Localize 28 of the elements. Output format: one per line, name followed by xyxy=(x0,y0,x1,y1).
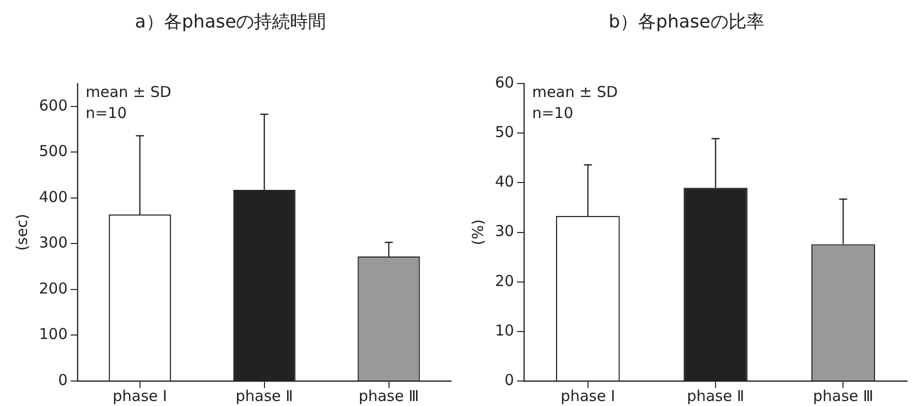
x-tick-label: phase Ⅰ xyxy=(112,386,168,405)
y-tick-label: 0 xyxy=(504,370,514,389)
y-tick-label: 10 xyxy=(494,321,514,340)
y-tick-label: 60 xyxy=(494,73,514,92)
y-tick-label: 600 xyxy=(38,96,68,114)
y-tick-label: 200 xyxy=(38,279,68,298)
annotation: n=10 xyxy=(86,104,127,122)
y-axis-title: (sec) xyxy=(12,214,31,251)
chart-title: b）各phaseの比率 xyxy=(608,11,764,32)
x-tick-label: phase Ⅱ xyxy=(686,386,744,405)
chart-title: a）各phaseの持続時間 xyxy=(134,11,326,32)
y-tick-label: 40 xyxy=(494,172,514,191)
y-tick-label: 0 xyxy=(58,370,68,389)
x-tick-label: phase Ⅱ xyxy=(236,386,294,405)
y-tick-label: 400 xyxy=(38,188,68,206)
x-tick-label: phase Ⅰ xyxy=(560,386,616,405)
y-tick-label: 500 xyxy=(38,142,68,160)
annotation: n=10 xyxy=(532,104,574,122)
y-axis-title: (%) xyxy=(468,219,487,246)
y-tick-label: 50 xyxy=(494,123,514,142)
y-tick-label: 300 xyxy=(38,234,68,252)
x-tick-label: phase Ⅲ xyxy=(812,386,874,405)
annotation: mean ± SD xyxy=(532,82,618,101)
y-tick-label: 100 xyxy=(38,325,68,344)
annotation: mean ± SD xyxy=(86,82,172,101)
y-tick-label: 20 xyxy=(494,272,514,290)
y-tick-label: 30 xyxy=(494,222,514,240)
x-tick-label: phase Ⅲ xyxy=(358,386,419,405)
